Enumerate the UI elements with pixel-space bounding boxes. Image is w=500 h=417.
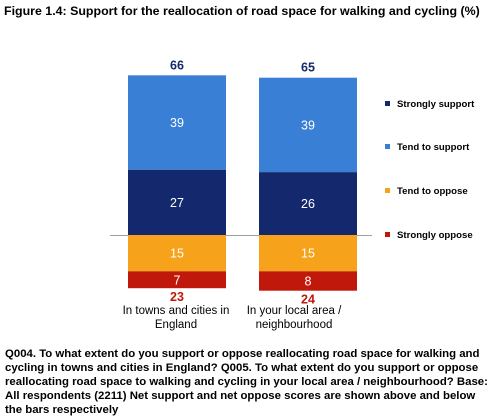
legend-item-strongly-support: Strongly support: [385, 99, 474, 110]
category-label-england-line2: England: [154, 319, 198, 331]
bar-segment-tend-to-support: [259, 77, 357, 173]
data-label-strongly-oppose: 8: [305, 275, 312, 289]
legend-label-strongly-support: Strongly support: [397, 99, 475, 110]
legend-swatch-tend-to-support: [385, 143, 390, 149]
bar-segment-strongly-support: [259, 172, 357, 235]
bar-segment-strongly-oppose: [259, 271, 357, 291]
category-label-local: In your local area / neighbourhood: [224, 304, 364, 332]
figure-title: Figure 1.4: Support for the reallocation…: [4, 4, 480, 18]
data-label-strongly-oppose: 7: [174, 273, 181, 287]
bar-segment-strongly-oppose: [128, 271, 226, 289]
legend-label-strongly-oppose: Strongly oppose: [397, 230, 473, 241]
legend-swatch-tend-to-oppose: [385, 187, 390, 193]
legend-swatch-strongly-support: [385, 100, 390, 106]
category-label-england: In towns and cities in England: [106, 304, 246, 332]
data-label-tend-to-oppose: 15: [170, 247, 184, 261]
legend-item-tend-to-support: Tend to support: [385, 142, 469, 153]
category-label-england-line1: In towns and cities in: [122, 305, 230, 317]
data-label-tend-to-support: 39: [301, 118, 315, 132]
net-oppose-label: 23: [170, 290, 184, 304]
category-label-local-line2: neighbourhood: [255, 319, 333, 331]
bar-segment-strongly-support: [128, 169, 226, 235]
net-support-label: 66: [170, 58, 184, 72]
legend-swatch-strongly-oppose: [385, 231, 390, 237]
legend-item-tend-to-oppose: Tend to oppose: [385, 186, 468, 197]
data-label-tend-to-oppose: 15: [301, 247, 315, 261]
bar-segment-tend-to-oppose: [128, 235, 226, 272]
net-support-label: 65: [301, 61, 315, 75]
data-label-tend-to-support: 39: [170, 116, 184, 130]
data-label-strongly-support: 27: [170, 196, 184, 210]
category-label-local-line1: In your local area /: [246, 305, 342, 317]
legend-item-strongly-oppose: Strongly oppose: [385, 230, 473, 241]
net-oppose-label: 24: [301, 293, 315, 307]
chart-footnote: Q004. To what extent do you support or o…: [5, 348, 488, 416]
bar-segment-tend-to-oppose: [259, 235, 357, 272]
bar-segment-tend-to-support: [128, 75, 226, 170]
legend-label-tend-to-support: Tend to support: [397, 142, 470, 153]
legend-label-tend-to-oppose: Tend to oppose: [397, 186, 468, 197]
data-label-strongly-support: 26: [301, 197, 315, 211]
bar-group: 27 39 15 7 66 23 26 39 15 8 65 24: [128, 58, 357, 307]
